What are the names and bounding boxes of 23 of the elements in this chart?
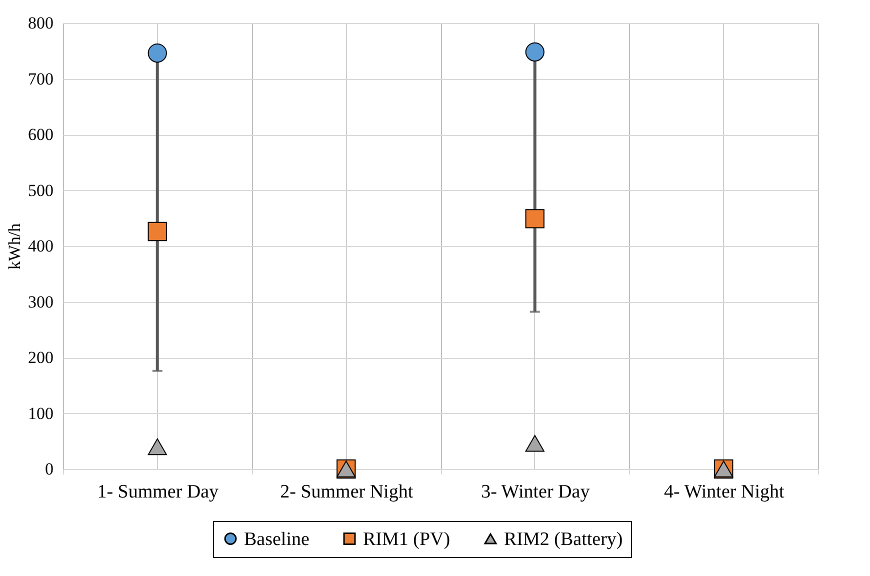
legend-label: RIM2 (Battery) <box>504 528 623 550</box>
legend-label: Baseline <box>244 528 310 550</box>
y-tick-label: 0 <box>45 460 54 478</box>
legend-label: RIM1 (PV) <box>363 528 450 550</box>
point <box>525 434 544 452</box>
y-tick-label: 200 <box>28 348 54 367</box>
y-axis-title: kWh/h <box>5 222 24 270</box>
point <box>525 209 544 228</box>
y-tick-label: 500 <box>28 180 54 200</box>
point <box>525 42 544 62</box>
y-tick-label: 700 <box>28 69 54 88</box>
x-tick-label: 1- Summer Day <box>97 482 220 502</box>
point <box>148 44 167 63</box>
point <box>148 438 167 456</box>
y-tick-label: 400 <box>28 236 54 256</box>
y-tick-label: 800 <box>28 14 54 32</box>
y-tick-label: 300 <box>28 292 54 312</box>
y-tick-label: 600 <box>28 125 54 144</box>
y-tick-label: 100 <box>28 404 54 423</box>
x-tick-label: 2- Summer Night <box>280 482 414 502</box>
x-tick-label: 4- Winter Night <box>664 482 785 502</box>
x-tick-label: 3- Winter Day <box>481 482 590 502</box>
point <box>148 222 167 242</box>
